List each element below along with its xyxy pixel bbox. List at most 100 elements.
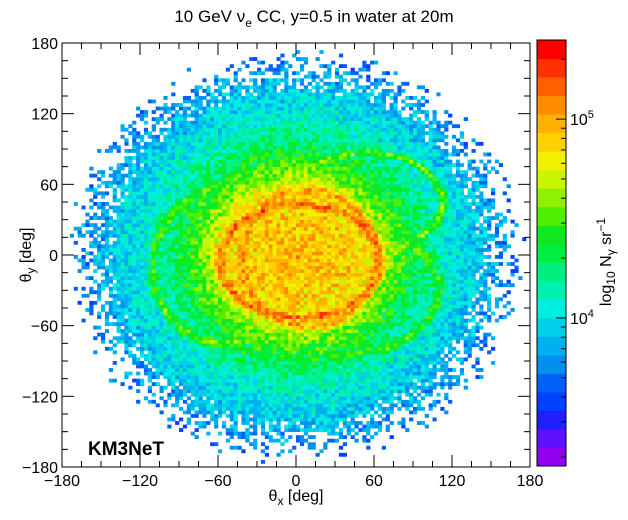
heatmap-cell: [225, 78, 230, 83]
heatmap-cell: [303, 127, 308, 132]
heatmap-cell: [311, 332, 316, 337]
heatmap-cell: [249, 92, 254, 97]
heatmap-cell: [206, 134, 211, 139]
heatmap-cell: [253, 244, 258, 249]
heatmap-cell: [296, 216, 301, 220]
heatmap-cell: [218, 396, 223, 401]
heatmap-cell: [186, 286, 191, 291]
heatmap-cell: [175, 212, 180, 217]
heatmap-cell: [104, 318, 110, 323]
heatmap-cell: [171, 202, 176, 206]
heatmap-cell: [89, 290, 94, 295]
heatmap-cell: [253, 187, 258, 192]
heatmap-cell: [159, 205, 164, 210]
heatmap-cell: [264, 403, 269, 408]
heatmap-cell: [194, 297, 199, 302]
heatmap-cell: [276, 202, 281, 206]
heatmap-cell: [280, 156, 285, 160]
heatmap-cell: [116, 255, 121, 259]
heatmap-cell: [233, 315, 238, 319]
heatmap-cell: [307, 414, 312, 418]
heatmap-cell: [210, 134, 215, 139]
heatmap-cell: [311, 230, 316, 235]
heatmap-cell: [303, 216, 308, 220]
heatmap-cell: [171, 247, 176, 252]
heatmap-cell: [210, 336, 215, 341]
heatmap-cell: [284, 378, 289, 383]
heatmap-cell: [303, 240, 308, 245]
heatmap-cell: [179, 265, 184, 270]
heatmap-cell: [307, 233, 312, 238]
heatmap-cell: [249, 389, 254, 394]
heatmap-cell: [151, 279, 156, 284]
heatmap-cell: [206, 124, 211, 129]
heatmap-cell: [288, 262, 293, 266]
heatmap-cell: [194, 219, 199, 224]
heatmap-cell: [280, 152, 285, 157]
heatmap-cell: [272, 258, 277, 263]
heatmap-cell: [175, 198, 180, 203]
heatmap-cell: [288, 240, 293, 245]
heatmap-cell: [241, 449, 246, 454]
heatmap-cell: [214, 170, 219, 175]
heatmap-cell: [202, 364, 207, 369]
heatmap-cell: [194, 216, 199, 220]
heatmap-cell: [268, 117, 273, 122]
heatmap-cell: [182, 131, 188, 136]
heatmap-cell: [171, 113, 176, 118]
heatmap-cell: [143, 262, 149, 266]
heatmap-cell: [214, 318, 219, 323]
heatmap-cell: [288, 406, 293, 411]
heatmap-cell: [198, 382, 203, 387]
heatmap-cell: [245, 286, 250, 291]
heatmap-cell: [132, 163, 137, 167]
heatmap-cell: [214, 315, 219, 319]
heatmap-cell: [233, 265, 238, 270]
heatmap-cell: [299, 322, 305, 326]
heatmap-cell: [112, 283, 117, 288]
heatmap-cell: [120, 308, 125, 312]
heatmap-cell: [225, 194, 230, 199]
heatmap-cell: [241, 382, 246, 387]
heatmap-cell: [276, 216, 281, 220]
heatmap-cell: [260, 368, 266, 372]
heatmap-cell: [163, 237, 168, 242]
heatmap-cell: [315, 127, 320, 132]
heatmap-cell: [179, 336, 184, 341]
heatmap-cell: [206, 110, 211, 114]
heatmap-cell: [249, 371, 254, 376]
heatmap-cell: [311, 145, 316, 150]
heatmap-cell: [159, 315, 164, 319]
heatmap-cell: [128, 255, 133, 259]
heatmap-cell: [268, 293, 273, 298]
heatmap-cell: [268, 396, 273, 401]
heatmap-cell: [206, 350, 211, 355]
heatmap-cell: [194, 286, 199, 291]
heatmap-cell: [237, 353, 242, 358]
heatmap-cell: [260, 247, 266, 252]
heatmap-cell: [272, 308, 277, 312]
heatmap-cell: [128, 251, 133, 256]
heatmap-cell: [292, 141, 297, 146]
heatmap-cell: [276, 124, 281, 129]
heatmap-cell: [272, 286, 277, 291]
heatmap-cell: [155, 308, 160, 312]
heatmap-cell: [81, 262, 86, 266]
heatmap-cell: [284, 212, 289, 217]
heatmap-cell: [249, 212, 254, 217]
heatmap-cell: [132, 216, 137, 220]
heatmap-cell: [253, 240, 258, 245]
heatmap-cell: [214, 120, 219, 125]
heatmap-cell: [89, 304, 94, 309]
heatmap-cell: [311, 244, 316, 249]
heatmap-cell: [311, 110, 316, 114]
heatmap-cell: [151, 251, 156, 256]
heatmap-cell: [292, 300, 297, 305]
heatmap-cell: [260, 202, 266, 206]
heatmap-cell: [73, 240, 78, 245]
heatmap-cell: [245, 332, 250, 337]
heatmap-cell: [182, 156, 188, 160]
heatmap-cell: [272, 378, 277, 383]
heatmap-cell: [303, 106, 308, 111]
heatmap-cell: [280, 226, 285, 231]
